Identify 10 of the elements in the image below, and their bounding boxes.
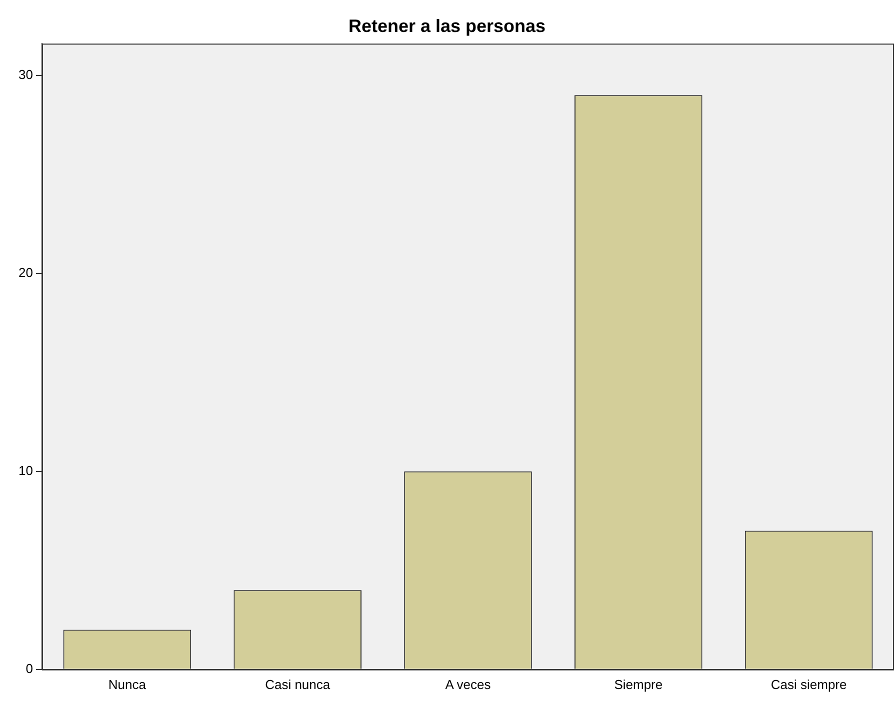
y-tick-label: 20	[18, 264, 33, 280]
x-tick-label: A veces	[445, 676, 492, 692]
y-tick-label: 10	[18, 462, 33, 478]
x-tick-label: Casi siempre	[770, 676, 847, 692]
chart-title: Retener a las personas	[348, 16, 546, 36]
y-tick-label: 30	[18, 66, 33, 82]
x-tick-label: Nunca	[108, 676, 147, 692]
x-tick-label: Siempre	[614, 676, 663, 692]
y-tick-label: 0	[26, 660, 33, 676]
x-tick-label: Casi nunca	[265, 676, 331, 692]
